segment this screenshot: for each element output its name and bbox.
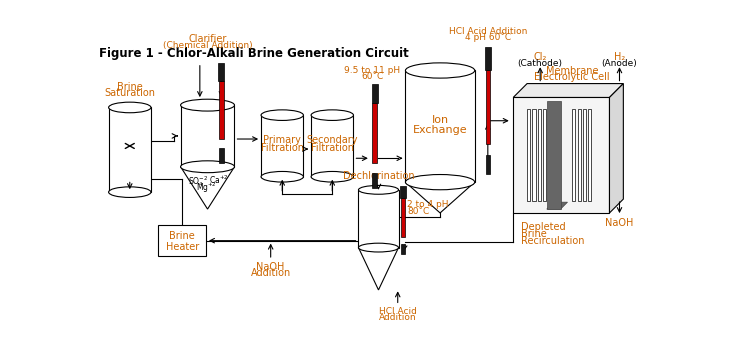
FancyBboxPatch shape (159, 225, 206, 256)
FancyBboxPatch shape (485, 155, 490, 174)
Ellipse shape (261, 110, 303, 120)
Text: Secondary: Secondary (307, 135, 358, 145)
Text: NaOH: NaOH (256, 262, 285, 272)
Ellipse shape (405, 63, 475, 78)
Text: 80˚C: 80˚C (407, 207, 429, 216)
Polygon shape (609, 84, 623, 213)
Polygon shape (405, 70, 475, 182)
Text: HCl Acid Addition: HCl Acid Addition (448, 27, 527, 36)
Ellipse shape (181, 99, 234, 111)
Polygon shape (538, 109, 541, 201)
FancyBboxPatch shape (218, 63, 225, 81)
Text: 2 to 4 pH: 2 to 4 pH (407, 200, 448, 209)
Text: Brine: Brine (521, 229, 547, 239)
Text: Brine: Brine (117, 82, 142, 92)
Ellipse shape (311, 172, 354, 182)
Ellipse shape (358, 186, 399, 194)
Text: Cl₂: Cl₂ (534, 52, 547, 62)
Polygon shape (527, 109, 530, 201)
FancyBboxPatch shape (219, 81, 224, 139)
Text: Figure 1 - Chlor-Alkali Brine Generation Circuit: Figure 1 - Chlor-Alkali Brine Generation… (99, 47, 409, 61)
FancyBboxPatch shape (219, 148, 224, 163)
FancyBboxPatch shape (401, 198, 405, 238)
Polygon shape (589, 109, 592, 201)
Text: 4 pH 60˚C: 4 pH 60˚C (465, 32, 511, 42)
Polygon shape (358, 190, 399, 247)
Polygon shape (513, 84, 623, 97)
FancyBboxPatch shape (485, 70, 490, 144)
Text: Mg$^{+2}$: Mg$^{+2}$ (195, 181, 217, 195)
Text: 9.5 to 11 pH: 9.5 to 11 pH (344, 66, 400, 75)
Ellipse shape (109, 187, 151, 197)
Polygon shape (572, 109, 575, 201)
Text: Clarifier: Clarifier (189, 34, 227, 43)
Text: 60˚C: 60˚C (361, 72, 383, 81)
Text: Ion: Ion (432, 115, 448, 125)
Polygon shape (181, 105, 234, 167)
Ellipse shape (405, 175, 475, 190)
Text: Filtration: Filtration (310, 143, 354, 153)
Text: (Chemical Addition): (Chemical Addition) (163, 41, 252, 50)
Polygon shape (578, 109, 581, 201)
Polygon shape (109, 107, 151, 192)
Text: Heater: Heater (165, 242, 199, 252)
Polygon shape (532, 109, 536, 201)
Text: NaOH: NaOH (606, 218, 633, 228)
Text: Addition: Addition (379, 313, 417, 322)
Text: Depleted: Depleted (521, 222, 566, 232)
FancyBboxPatch shape (484, 47, 491, 70)
Text: Addition: Addition (250, 268, 291, 278)
Polygon shape (181, 167, 234, 209)
Text: Recirculation: Recirculation (521, 236, 584, 246)
Text: Membrane: Membrane (546, 66, 598, 76)
Text: Electrolytic Cell: Electrolytic Cell (534, 72, 610, 82)
FancyBboxPatch shape (401, 244, 405, 254)
Text: Brine: Brine (170, 231, 195, 241)
Ellipse shape (109, 102, 151, 113)
Text: Filtration: Filtration (261, 143, 304, 153)
Text: Primary: Primary (264, 135, 301, 145)
Polygon shape (543, 109, 546, 201)
Ellipse shape (261, 172, 303, 182)
Polygon shape (547, 101, 561, 209)
Polygon shape (311, 115, 354, 177)
Text: Saturation: Saturation (104, 88, 156, 98)
FancyBboxPatch shape (372, 173, 377, 188)
Text: Ca$^{+2}$: Ca$^{+2}$ (208, 174, 228, 186)
Text: (Anode): (Anode) (602, 59, 637, 68)
FancyBboxPatch shape (372, 103, 377, 163)
Text: H₂: H₂ (614, 52, 625, 62)
Text: HCl Acid: HCl Acid (379, 307, 417, 316)
Polygon shape (513, 97, 609, 213)
Text: Dechlorination: Dechlorination (343, 170, 414, 181)
Polygon shape (405, 182, 475, 213)
FancyBboxPatch shape (371, 84, 378, 103)
FancyBboxPatch shape (400, 186, 406, 198)
Polygon shape (261, 115, 303, 177)
Text: Exchange: Exchange (413, 125, 468, 135)
Polygon shape (547, 202, 567, 209)
Text: SO$_4^{-2}$: SO$_4^{-2}$ (188, 175, 208, 189)
Ellipse shape (181, 161, 234, 173)
Polygon shape (583, 109, 586, 201)
Polygon shape (358, 247, 399, 290)
Text: (Cathode): (Cathode) (517, 59, 563, 68)
Ellipse shape (358, 243, 399, 252)
Ellipse shape (311, 110, 354, 120)
